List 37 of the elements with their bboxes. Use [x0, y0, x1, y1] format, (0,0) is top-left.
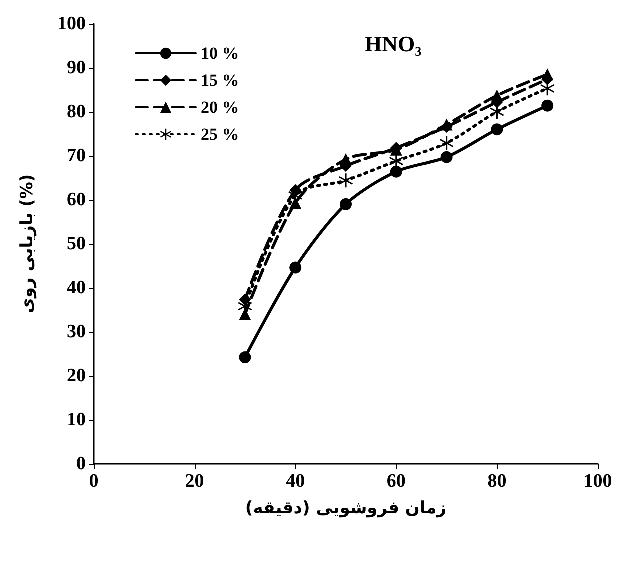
legend-label: 15 %	[201, 71, 240, 90]
legend-label: 10 %	[201, 44, 240, 63]
point	[440, 136, 454, 150]
chart-title: HNO₃	[365, 32, 422, 56]
x-tick-label: 0	[89, 471, 99, 492]
x-tick-label: 80	[488, 471, 507, 492]
point	[239, 308, 252, 320]
point	[542, 100, 554, 112]
y-tick-label: 0	[76, 454, 86, 474]
point	[390, 166, 402, 178]
legend-label: 25 %	[201, 125, 240, 144]
x-tick-label: 40	[286, 471, 306, 492]
y-tick-label: 60	[67, 190, 86, 210]
y-tick-label: 70	[67, 146, 86, 166]
point	[491, 124, 504, 136]
point	[239, 294, 252, 306]
point	[340, 198, 352, 210]
y-tick-label: 10	[67, 410, 86, 430]
point	[339, 174, 353, 188]
y-tick-label: 90	[67, 58, 86, 78]
point	[490, 105, 504, 119]
y-axis-title: بازیابی روی (%)	[18, 174, 38, 314]
x-axis-title: زمان فروشویی (دقیقه)	[245, 498, 447, 518]
y-tick-label: 30	[67, 322, 86, 342]
point	[290, 262, 302, 274]
legend-label: 20 %	[201, 98, 240, 117]
x-tick-label: 100	[584, 471, 612, 492]
point	[440, 151, 453, 164]
y-tick-label: 50	[67, 234, 86, 254]
point	[290, 197, 302, 210]
x-tick-label: 60	[386, 471, 406, 492]
y-tick-label: 20	[67, 366, 86, 386]
y-tick-label: 40	[67, 278, 86, 298]
y-tick-label: 80	[67, 102, 86, 122]
y-tick-label: 100	[58, 14, 86, 34]
point	[239, 352, 252, 364]
x-tick-label: 20	[185, 471, 204, 492]
